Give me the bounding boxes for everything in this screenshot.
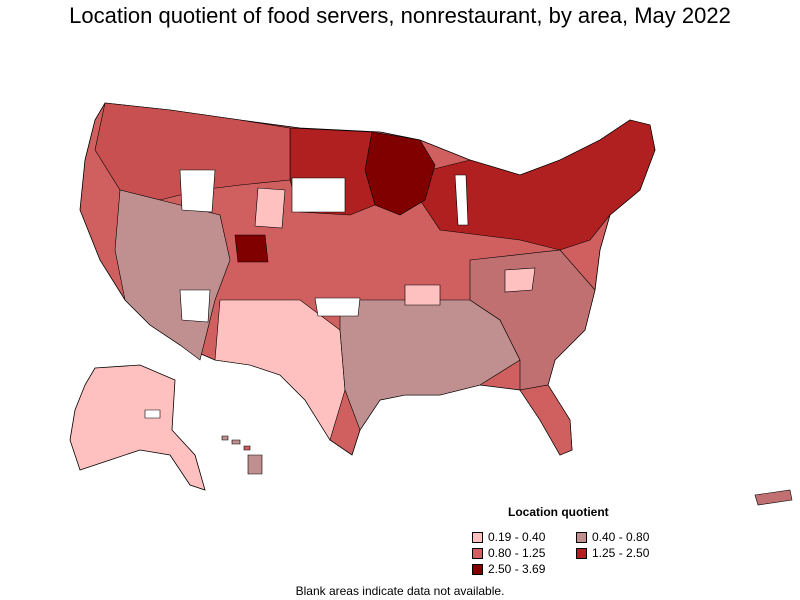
legend-item-1: 0.40 - 0.80 [576,530,649,544]
region-new-mexico-texas [214,299,346,441]
legend-swatch [472,531,483,543]
map-title: Location quotient of food servers, nonre… [69,3,731,28]
region-northeast [419,119,656,251]
no-data-idaho [179,169,216,213]
legend-item-4: 2.50 - 3.69 [472,562,545,576]
legend-item-0: 0.19 - 0.40 [472,530,545,544]
region-wyoming [254,187,286,229]
legend-label: 0.19 - 0.40 [488,530,546,544]
legend-label: 1.25 - 2.50 [592,546,650,560]
no-data-alaska [144,409,161,419]
region-northwest [94,102,291,201]
legend-title: Location quotient [508,505,609,519]
legend-item-3: 1.25 - 2.50 [576,546,649,560]
legend-item-2: 0.80 - 1.25 [472,546,545,560]
no-data-oklahoma [314,297,361,317]
region-kentucky [504,267,536,293]
legend-swatch [576,531,587,543]
no-data-lake-michigan [454,174,469,226]
legend-swatch [472,563,483,575]
no-data-south-dakota [291,177,346,213]
no-data-arizona [179,289,211,323]
legend-label: 0.40 - 0.80 [592,530,650,544]
legend-label: 2.50 - 3.69 [488,562,546,576]
region-south-central [339,299,521,431]
footnote: Blank areas indicate data not available. [295,584,505,598]
region-arkansas [404,284,441,306]
region-colorado-high [234,234,269,263]
legend-swatch [576,547,587,559]
legend-swatch [472,547,483,559]
region-puerto-rico [754,489,793,506]
region-hawaii [221,435,263,475]
legend-label: 0.80 - 1.25 [488,546,546,560]
region-florida [519,384,573,456]
region-alaska [69,364,206,491]
